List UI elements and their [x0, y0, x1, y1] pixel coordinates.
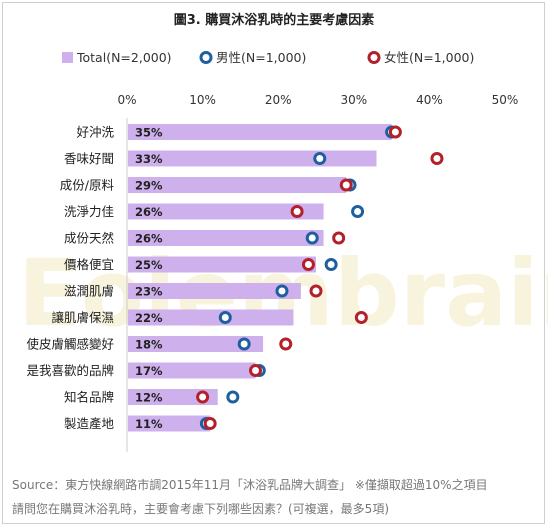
category-label: 價格便宜: [64, 257, 114, 272]
bar: [128, 177, 347, 193]
bar-value-label: 18%: [135, 338, 163, 352]
female-point: [301, 258, 315, 271]
category-label: 洗淨力佳: [64, 204, 114, 219]
category-label: 製造產地: [64, 416, 115, 431]
female-point: [290, 205, 304, 218]
bar: [128, 309, 294, 326]
category-label: 是我喜歡的品牌: [26, 363, 114, 378]
x-tick-label: 20%: [265, 93, 292, 107]
bar-value-labels: 35% 33% 29% 26% 26% 25% 23% 22% 18% 17% 12% 11%: [135, 126, 163, 432]
male-point: [226, 390, 240, 404]
bar: [128, 336, 264, 352]
bar: [128, 362, 256, 379]
category-label: 成份天然: [64, 231, 114, 246]
male-point: [218, 311, 232, 324]
bar-value-label: 25%: [135, 258, 163, 272]
female-point: [332, 231, 346, 245]
female-point: [249, 364, 263, 377]
female-point: [430, 152, 444, 165]
bar: [128, 283, 301, 299]
bar: [128, 256, 316, 273]
male-point: [313, 152, 327, 165]
male-point: [237, 337, 251, 351]
bar-value-label: 23%: [135, 285, 163, 299]
bar-value-label: 17%: [135, 364, 163, 378]
bar: [128, 124, 392, 140]
category-label: 知名品牌: [64, 390, 114, 405]
x-tick-label: 40%: [416, 93, 443, 107]
chart-title: 圖3. 購買沐浴乳時的主要考慮因素: [174, 12, 375, 28]
bar: [128, 230, 324, 246]
bars: [126, 118, 392, 452]
legend: Total(N=2,000) 男性(N=1,000) 女性(N=1,000): [62, 50, 474, 65]
category-label: 成份/原料: [60, 178, 115, 193]
female-point: [309, 284, 323, 298]
bar: [128, 415, 211, 432]
bar: [128, 203, 324, 220]
bar-value-label: 26%: [135, 232, 163, 246]
bar-value-label: 26%: [135, 205, 163, 219]
x-tick-label: 50%: [492, 93, 519, 107]
x-axis-ticks: 0% 10% 20% 30% 40% 50%: [117, 93, 518, 107]
female-point: [203, 417, 217, 430]
male-point: [324, 258, 338, 271]
male-point: [275, 284, 289, 298]
bar-value-label: 29%: [135, 179, 163, 193]
category-label: 好沖洗: [76, 125, 114, 140]
category-label: 讓肌膚保濕: [51, 310, 114, 325]
female-point: [354, 311, 368, 324]
male-point: [305, 231, 319, 245]
male-point: [351, 205, 365, 218]
bar-value-label: 22%: [135, 311, 163, 325]
x-tick-label: 0%: [117, 93, 136, 107]
bar-value-label: 33%: [135, 152, 163, 166]
category-labels: 好沖洗香味好聞成份/原料洗淨力佳成份天然價格便宜滋潤肌膚讓肌膚保濕使皮膚觸感變好…: [26, 125, 114, 432]
category-label: 使皮膚觸感變好: [26, 337, 114, 352]
legend-label: 女性(N=1,000): [384, 50, 474, 65]
x-tick-label: 10%: [189, 93, 216, 107]
female-point: [279, 337, 293, 351]
bar: [128, 389, 218, 405]
legend-label: Total(N=2,000): [76, 50, 172, 65]
x-tick-label: 30%: [340, 93, 367, 107]
bar-value-label: 12%: [135, 391, 163, 405]
legend-marker: [367, 51, 381, 64]
bar: [128, 150, 377, 167]
bar-value-label: 35%: [135, 126, 163, 140]
survey-question: 請問您在購買沐浴乳時，主要會考慮下列哪些因素？(可複選，最多5項): [12, 501, 389, 516]
source-note: Source：東方快線網路市調2015年11月「沐浴乳品牌大調查」 ※僅擷取超過…: [12, 477, 488, 492]
female-point: [388, 125, 402, 139]
legend-swatch-total: [62, 52, 73, 63]
category-label: 香味好聞: [64, 151, 114, 166]
marker-points: [196, 125, 444, 430]
female-point: [339, 178, 353, 192]
legend-label: 男性(N=1,000): [216, 50, 306, 65]
category-label: 滋潤肌膚: [64, 284, 114, 299]
female-point: [196, 390, 210, 404]
bar-value-label: 11%: [135, 417, 163, 431]
legend-marker: [199, 51, 213, 64]
